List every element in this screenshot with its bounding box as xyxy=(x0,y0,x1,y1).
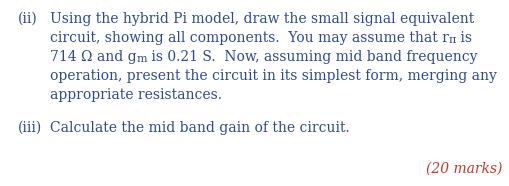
Text: Using the hybrid Pi model, draw the small signal equivalent: Using the hybrid Pi model, draw the smal… xyxy=(50,12,473,26)
Text: (iii): (iii) xyxy=(18,121,42,135)
Text: circuit, showing all components.  You may assume that r: circuit, showing all components. You may… xyxy=(50,31,448,45)
Text: (ii): (ii) xyxy=(18,12,38,26)
Text: appropriate resistances.: appropriate resistances. xyxy=(50,88,221,102)
Text: (20 marks): (20 marks) xyxy=(425,162,501,176)
Text: is: is xyxy=(456,31,471,45)
Text: 714 Ω and g: 714 Ω and g xyxy=(50,50,136,64)
Text: is 0.21 S.  Now, assuming mid band frequency: is 0.21 S. Now, assuming mid band freque… xyxy=(147,50,477,64)
Text: Calculate the mid band gain of the circuit.: Calculate the mid band gain of the circu… xyxy=(50,121,349,135)
Text: operation, present the circuit in its simplest form, merging any: operation, present the circuit in its si… xyxy=(50,69,496,83)
Text: m: m xyxy=(136,54,147,64)
Text: π: π xyxy=(448,35,456,45)
